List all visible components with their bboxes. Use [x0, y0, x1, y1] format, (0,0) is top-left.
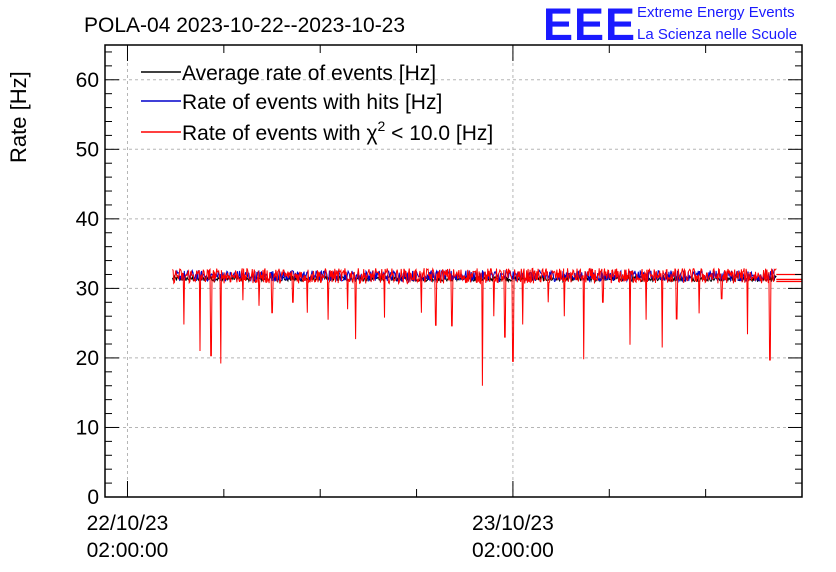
y-tick-label-40: 40 — [76, 208, 99, 231]
x-tick-label-date-0: 22/10/23 — [87, 512, 169, 535]
plot-frame — [104, 44, 803, 498]
axes: 0 10 20 30 40 50 60 22/10/23 02:00:00 23/10/23 02:… — [76, 44, 803, 562]
y-axis-label: Rate [Hz] — [6, 71, 31, 163]
x-tick-label-time-0: 02:00:00 — [87, 539, 169, 562]
eee-logo-line1: Extreme Energy Events — [637, 4, 795, 21]
y-tick-label-0: 0 — [87, 486, 99, 509]
eee-logo-letters: EEE — [543, 0, 636, 50]
y-tick-label-10: 10 — [76, 416, 99, 439]
x-tick-label-time-1: 02:00:00 — [472, 539, 554, 562]
x-tick-label-date-1: 23/10/23 — [472, 512, 554, 535]
chart-title: POLA-04 2023-10-22--2023-10-23 — [84, 14, 405, 37]
legend-label-2: Rate of events with χ2 < 10.0 [Hz] — [182, 118, 493, 145]
y-tick-label-60: 60 — [76, 69, 99, 92]
y-tick-label-50: 50 — [76, 138, 99, 161]
legend: Average rate of events [Hz] Rate of event… — [141, 62, 493, 145]
y-tick-label-20: 20 — [76, 347, 99, 370]
series-group — [172, 267, 802, 386]
series-line-2 — [172, 267, 777, 386]
eee-logo: EEE Extreme Energy Events La Scienza nel… — [543, 0, 797, 50]
y-tick-label-30: 30 — [76, 277, 99, 300]
eee-logo-line2: La Scienza nelle Scuole — [637, 26, 797, 43]
legend-label-0: Average rate of events [Hz] — [182, 62, 436, 85]
legend-label-1: Rate of events with hits [Hz] — [182, 91, 442, 114]
